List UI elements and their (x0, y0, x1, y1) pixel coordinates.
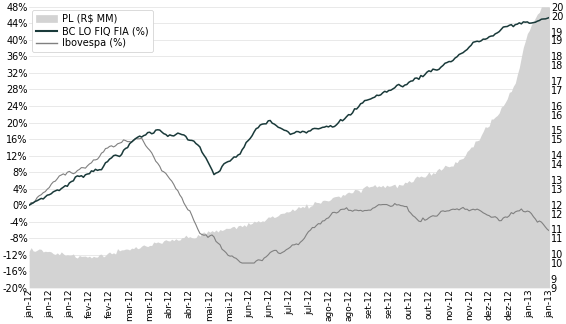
Legend: PL (R$ MM), BC LO FIQ FIA (%), Ibovespa (%): PL (R$ MM), BC LO FIQ FIA (%), Ibovespa … (32, 10, 153, 52)
